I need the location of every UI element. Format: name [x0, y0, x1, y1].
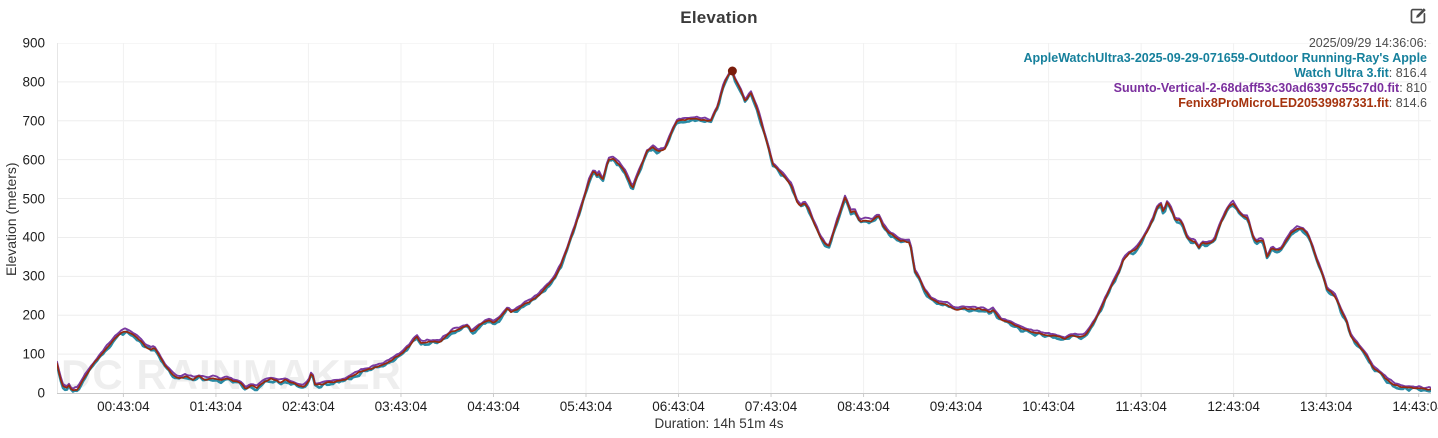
- x-axis-title: Duration: 14h 51m 4s: [654, 416, 784, 431]
- y-tick-label: 500: [22, 191, 45, 207]
- series-line: [57, 68, 1431, 393]
- chart-legend: 2025/09/29 14:36:06: AppleWatchUltra3-20…: [1007, 36, 1427, 111]
- legend-timestamp: 2025/09/29 14:36:06:: [1308, 36, 1427, 50]
- x-tick-label: 13:43:04: [1299, 399, 1353, 414]
- legend-series-name: AppleWatchUltra3-2025-09-29-071659-Outdo…: [1023, 51, 1427, 80]
- y-tick-label: 400: [22, 229, 45, 245]
- edit-icon[interactable]: [1409, 7, 1427, 25]
- y-tick-label: 300: [22, 268, 45, 284]
- x-tick-label: 01:43:04: [189, 399, 243, 414]
- legend-series-row: Fenix8ProMicroLED20539987331.fit: 814.6: [1007, 96, 1427, 111]
- legend-series-value: : 814.6: [1388, 96, 1427, 110]
- legend-series-name: Suunto-Vertical-2-68daff53c30ad6397c55c7…: [1113, 81, 1400, 95]
- legend-series-row: AppleWatchUltra3-2025-09-29-071659-Outdo…: [1007, 51, 1427, 81]
- legend-series-row: Suunto-Vertical-2-68daff53c30ad6397c55c7…: [1007, 81, 1427, 96]
- x-tick-label: 03:43:04: [374, 399, 428, 414]
- legend-series-value: : 816.4: [1388, 66, 1427, 80]
- x-tick-label: 02:43:04: [282, 399, 335, 414]
- x-tick-label: 04:43:04: [467, 399, 520, 414]
- plot-svg[interactable]: DC RAINMAKER: [57, 43, 1431, 399]
- series-line: [57, 70, 1431, 392]
- x-tick-label: 14:43:04: [1392, 399, 1438, 414]
- x-tick-label: 05:43:04: [559, 399, 613, 414]
- y-tick-label: 600: [22, 152, 45, 168]
- x-tick-label: 07:43:04: [744, 399, 798, 414]
- y-tick-label: 900: [22, 35, 45, 51]
- x-tick-label: 06:43:04: [652, 399, 705, 414]
- y-tick-label: 700: [22, 113, 45, 129]
- legend-series-value: : 810: [1399, 81, 1427, 95]
- y-tick-label: 0: [37, 385, 45, 401]
- y-axis-tick-labels: 0 100 200 300 400 500 600 700 800 900: [0, 36, 51, 401]
- x-tick-label: 09:43:04: [929, 399, 983, 414]
- legend-series-name: Fenix8ProMicroLED20539987331.fit: [1178, 96, 1389, 110]
- x-axis-tick-labels: 00:43:04 01:43:04 02:43:04 03:43:04 04:43:04…: [57, 399, 1438, 415]
- legend-series-list: AppleWatchUltra3-2025-09-29-071659-Outdo…: [1007, 51, 1427, 111]
- watermark: DC RAINMAKER: [61, 351, 402, 398]
- y-tick-label: 800: [22, 74, 45, 90]
- y-tick-label: 100: [22, 346, 45, 362]
- x-tick-label: 10:43:04: [1022, 399, 1075, 414]
- y-tick-label: 200: [22, 307, 45, 323]
- hover-marker-dot: [727, 66, 737, 76]
- series-line: [57, 68, 1431, 390]
- x-tick-label: 00:43:04: [97, 399, 150, 414]
- x-tick-label: 08:43:04: [837, 399, 890, 414]
- x-tick-label: 12:43:04: [1207, 399, 1260, 414]
- page-title: Elevation: [680, 8, 758, 27]
- x-tick-label: 11:43:04: [1115, 399, 1167, 414]
